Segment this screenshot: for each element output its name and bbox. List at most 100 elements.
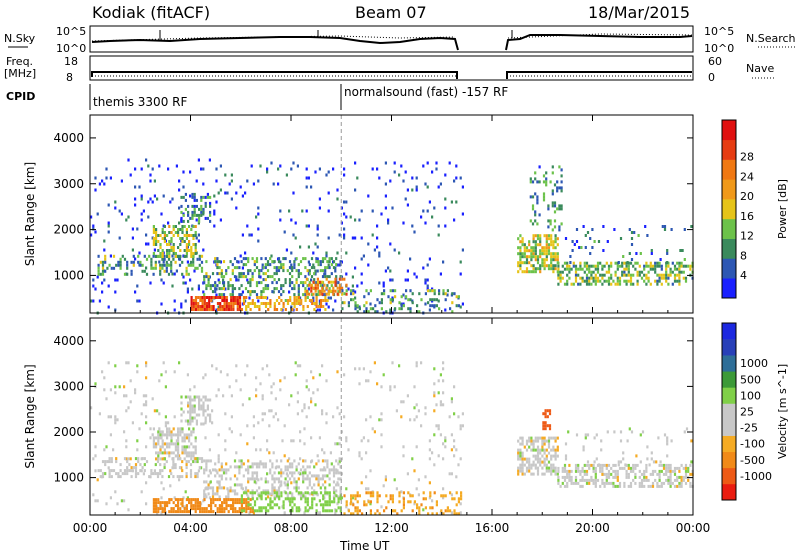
velocity-cell bbox=[245, 507, 248, 511]
power-cell bbox=[561, 264, 564, 268]
power-cell bbox=[275, 269, 278, 273]
velocity-cell bbox=[185, 436, 188, 440]
power-cell bbox=[198, 216, 201, 220]
velocity-cell bbox=[170, 430, 173, 434]
power-cell bbox=[536, 234, 540, 238]
velocity-cell bbox=[568, 478, 571, 482]
power-cell bbox=[150, 266, 153, 270]
power-cell bbox=[431, 289, 434, 293]
power-cell bbox=[247, 257, 250, 261]
velocity-cell bbox=[534, 454, 537, 458]
velocity-cell bbox=[189, 475, 193, 479]
velocity-cell bbox=[629, 469, 633, 473]
power-cell bbox=[209, 195, 212, 199]
power-cell bbox=[264, 302, 268, 305]
velocity-cell bbox=[415, 445, 418, 449]
power-cell bbox=[579, 261, 582, 265]
velocity-cell bbox=[189, 422, 192, 426]
velocity-cell bbox=[278, 506, 281, 510]
velocity-cell bbox=[567, 430, 570, 434]
velocity-cell bbox=[632, 466, 635, 470]
velocity-cell bbox=[594, 484, 597, 488]
velocity-cell bbox=[248, 397, 251, 401]
velocity-cell bbox=[626, 439, 629, 443]
power-cell bbox=[681, 249, 684, 252]
velocity-cell bbox=[126, 466, 129, 470]
power-cell bbox=[517, 270, 520, 274]
velocity-cell bbox=[395, 409, 398, 413]
velocity-cell bbox=[552, 454, 555, 458]
power-cell bbox=[554, 267, 557, 271]
velocity-cell bbox=[157, 430, 160, 434]
velocity-cell bbox=[417, 478, 420, 482]
power-cell bbox=[317, 263, 320, 267]
power-cell bbox=[643, 267, 646, 271]
power-cell bbox=[190, 255, 193, 258]
power-cell bbox=[530, 270, 533, 274]
velocity-cell bbox=[190, 498, 193, 502]
power-cell bbox=[264, 272, 267, 276]
velocity-cell bbox=[195, 395, 198, 399]
power-cell bbox=[191, 216, 194, 220]
power-cell bbox=[376, 236, 379, 240]
power-cell bbox=[554, 246, 557, 250]
velocity-cell bbox=[671, 469, 674, 473]
velocity-cell bbox=[177, 433, 180, 437]
velocity-cell bbox=[258, 462, 261, 466]
power-cell bbox=[227, 302, 231, 305]
velocity-cell bbox=[376, 494, 379, 498]
power-cell bbox=[550, 237, 553, 241]
power-cell bbox=[192, 237, 195, 240]
power-cell bbox=[266, 263, 270, 267]
power-cell bbox=[308, 283, 311, 287]
velocity-cell bbox=[584, 433, 587, 437]
velocity-cell bbox=[543, 436, 546, 440]
velocity-cell bbox=[217, 457, 220, 461]
velocity-cell bbox=[338, 436, 341, 440]
power-cell bbox=[188, 240, 191, 243]
velocity-cell bbox=[347, 509, 350, 513]
power-cell bbox=[240, 275, 243, 279]
power-cell bbox=[158, 260, 161, 264]
power-cell bbox=[231, 293, 234, 297]
power-cell bbox=[315, 305, 318, 308]
velocity-cell bbox=[163, 466, 166, 470]
velocity-cell bbox=[343, 373, 346, 377]
power-colorbar-tick: 24 bbox=[740, 170, 754, 183]
velocity-cell bbox=[525, 439, 529, 443]
velocity-cell bbox=[291, 465, 294, 469]
velocity-cell bbox=[155, 510, 158, 514]
power-cell bbox=[194, 249, 197, 252]
power-cell bbox=[247, 272, 250, 276]
power-cell bbox=[211, 290, 215, 294]
power-cell bbox=[141, 263, 144, 267]
velocity-cell bbox=[218, 498, 221, 502]
power-cell bbox=[312, 251, 315, 255]
velocity-cell bbox=[308, 483, 311, 487]
power-cell bbox=[308, 272, 311, 276]
velocity-cell bbox=[159, 463, 162, 467]
power-cell bbox=[96, 212, 99, 216]
power-cell bbox=[171, 197, 174, 201]
power-cell bbox=[334, 283, 337, 287]
velocity-cell bbox=[225, 498, 228, 502]
power-cell bbox=[185, 237, 188, 240]
power-cell bbox=[317, 290, 320, 294]
velocity-cell bbox=[279, 379, 282, 383]
power-cell bbox=[610, 282, 613, 286]
velocity-cell bbox=[354, 367, 357, 371]
velocity-cell bbox=[205, 459, 208, 463]
power-cell bbox=[233, 275, 237, 279]
velocity-cell bbox=[682, 475, 685, 479]
velocity-cell bbox=[152, 507, 155, 511]
power-cell bbox=[532, 270, 535, 274]
velocity-cell bbox=[130, 466, 133, 470]
velocity-cell bbox=[160, 511, 163, 515]
velocity-cell bbox=[607, 475, 611, 479]
power-cell bbox=[435, 298, 438, 302]
power-cell bbox=[393, 161, 396, 165]
velocity-cell bbox=[669, 472, 672, 476]
power-cell bbox=[616, 264, 619, 268]
power-cell bbox=[556, 255, 559, 259]
